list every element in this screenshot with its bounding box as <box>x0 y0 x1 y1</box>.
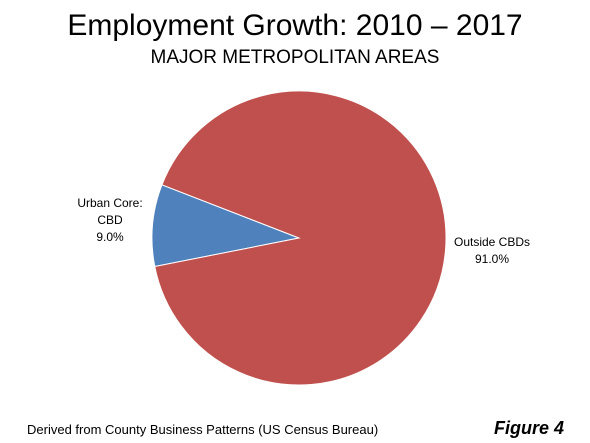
source-note: Derived from County Business Patterns (U… <box>27 422 379 437</box>
slice-label-2: Outside CBDs 91.0% <box>454 235 530 266</box>
pie-slice-1 <box>151 184 301 268</box>
pie-slices <box>151 90 447 386</box>
chart-title: Employment Growth: 2010 – 2017 <box>67 9 523 42</box>
slice-label-1: Urban Core: CBD 9.0% <box>77 196 142 244</box>
chart-subtitle: MAJOR METROPOLITAN AREAS <box>150 47 440 68</box>
slice-name-2: Outside CBDs <box>454 235 530 249</box>
pie-labels: Urban Core: CBD 9.0% Outside CBDs 91.0% <box>77 196 530 266</box>
slice-value-2: 91.0% <box>475 252 509 266</box>
slice-name-1: Urban Core: <box>77 196 142 210</box>
figure-label: Figure 4 <box>493 418 564 438</box>
pie-slice-2 <box>154 90 447 386</box>
slice-name-1: CBD <box>97 213 123 227</box>
slice-value-1: 9.0% <box>96 230 124 244</box>
